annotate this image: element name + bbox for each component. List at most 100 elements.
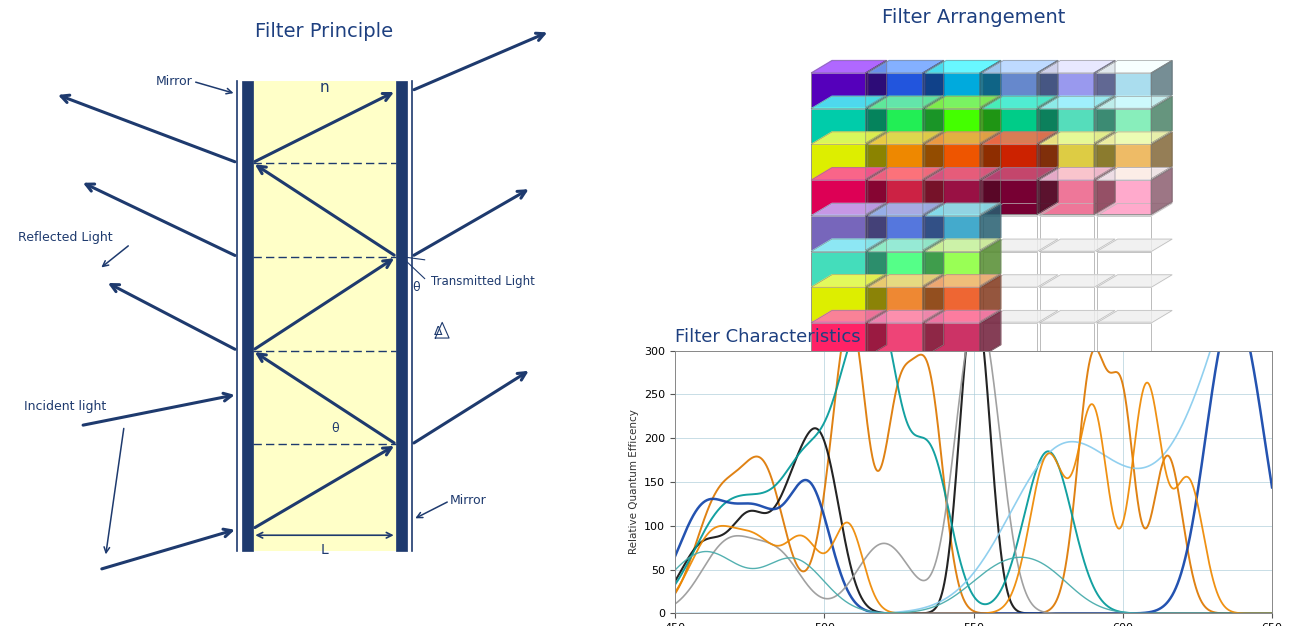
- Text: Mirror: Mirror: [156, 75, 192, 88]
- Polygon shape: [1097, 132, 1172, 145]
- Polygon shape: [811, 61, 887, 73]
- Polygon shape: [980, 96, 1001, 143]
- Polygon shape: [868, 310, 944, 323]
- Bar: [983, 216, 1037, 250]
- Polygon shape: [868, 168, 944, 180]
- Polygon shape: [923, 96, 944, 143]
- Bar: [925, 216, 980, 250]
- Bar: [983, 287, 1037, 321]
- Polygon shape: [925, 132, 1001, 145]
- Polygon shape: [1040, 96, 1115, 109]
- Polygon shape: [923, 239, 944, 285]
- Polygon shape: [866, 239, 887, 285]
- Bar: [1097, 73, 1151, 107]
- Polygon shape: [868, 132, 944, 145]
- Polygon shape: [868, 203, 944, 216]
- Bar: [1097, 109, 1151, 143]
- Bar: [811, 216, 866, 250]
- Polygon shape: [811, 203, 887, 216]
- Bar: [983, 73, 1037, 107]
- Polygon shape: [1094, 61, 1115, 107]
- Bar: [1040, 252, 1094, 285]
- Bar: [868, 73, 923, 107]
- Polygon shape: [866, 168, 887, 214]
- Polygon shape: [811, 132, 887, 145]
- Polygon shape: [868, 96, 944, 109]
- Polygon shape: [1097, 203, 1172, 216]
- Polygon shape: [1097, 96, 1172, 109]
- Polygon shape: [1040, 203, 1115, 216]
- Polygon shape: [1040, 61, 1115, 73]
- Text: θ: θ: [331, 423, 339, 435]
- Polygon shape: [925, 275, 1001, 287]
- Polygon shape: [1040, 239, 1115, 252]
- Bar: [811, 287, 866, 321]
- Polygon shape: [923, 275, 944, 321]
- Bar: [1097, 323, 1151, 357]
- Bar: [868, 180, 923, 214]
- Polygon shape: [923, 132, 944, 178]
- Polygon shape: [1040, 168, 1115, 180]
- Polygon shape: [1097, 61, 1172, 73]
- Text: L: L: [321, 543, 328, 557]
- Polygon shape: [866, 203, 887, 250]
- Polygon shape: [1151, 96, 1172, 143]
- Polygon shape: [925, 168, 1001, 180]
- Bar: [868, 145, 923, 178]
- Text: Reflected Light: Reflected Light: [18, 232, 113, 244]
- Bar: [1040, 73, 1094, 107]
- Polygon shape: [1094, 96, 1115, 143]
- Text: Filter Characteristics: Filter Characteristics: [675, 328, 861, 346]
- Bar: [925, 145, 980, 178]
- Polygon shape: [866, 275, 887, 321]
- Bar: [1097, 216, 1151, 250]
- Polygon shape: [1037, 61, 1058, 107]
- Text: θ: θ: [413, 282, 419, 294]
- Text: n: n: [319, 80, 330, 95]
- Bar: [925, 180, 980, 214]
- Bar: [811, 73, 866, 107]
- Polygon shape: [1037, 168, 1058, 214]
- Polygon shape: [925, 203, 1001, 216]
- Polygon shape: [1097, 168, 1172, 180]
- Polygon shape: [980, 61, 1001, 107]
- Polygon shape: [923, 168, 944, 214]
- Text: Transmitted Light: Transmitted Light: [431, 275, 535, 288]
- Polygon shape: [983, 239, 1058, 252]
- Y-axis label: Relative Quantum Efficency: Relative Quantum Efficency: [628, 409, 639, 555]
- Polygon shape: [866, 132, 887, 178]
- Bar: [811, 323, 866, 357]
- Polygon shape: [923, 61, 944, 107]
- Polygon shape: [983, 275, 1058, 287]
- Bar: [925, 252, 980, 285]
- Polygon shape: [811, 275, 887, 287]
- Polygon shape: [868, 239, 944, 252]
- Polygon shape: [868, 275, 944, 287]
- Bar: [1040, 323, 1094, 357]
- Bar: [1040, 180, 1094, 214]
- Bar: [983, 180, 1037, 214]
- Bar: [983, 145, 1037, 178]
- Bar: [811, 252, 866, 285]
- Bar: [925, 323, 980, 357]
- Bar: [253, 81, 396, 551]
- Polygon shape: [1094, 168, 1115, 214]
- Bar: [983, 109, 1037, 143]
- Polygon shape: [980, 239, 1001, 285]
- Polygon shape: [866, 96, 887, 143]
- Bar: [925, 287, 980, 321]
- Text: Mirror: Mirror: [449, 495, 487, 507]
- Polygon shape: [980, 132, 1001, 178]
- Polygon shape: [868, 61, 944, 73]
- Polygon shape: [1151, 168, 1172, 214]
- Polygon shape: [980, 203, 1001, 250]
- Polygon shape: [923, 310, 944, 357]
- Bar: [396, 81, 406, 551]
- Text: Filter Arrangement: Filter Arrangement: [881, 8, 1066, 27]
- Polygon shape: [983, 203, 1058, 216]
- Bar: [1040, 109, 1094, 143]
- Bar: [868, 287, 923, 321]
- Polygon shape: [1151, 132, 1172, 178]
- Polygon shape: [811, 168, 887, 180]
- Bar: [925, 73, 980, 107]
